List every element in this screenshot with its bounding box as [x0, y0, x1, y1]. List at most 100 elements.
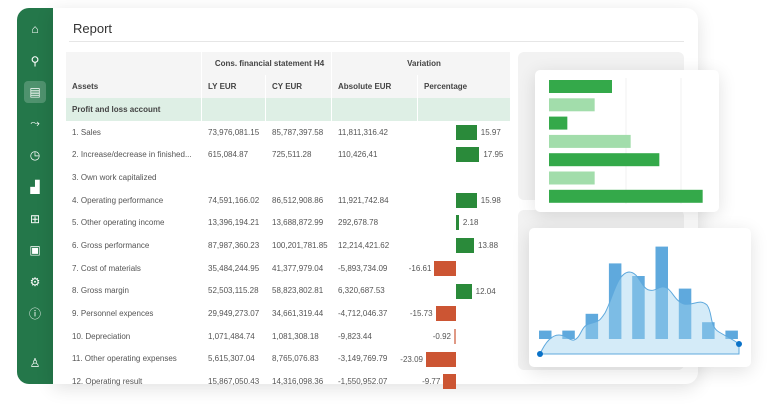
cell-name: 6. Gross performance [72, 240, 150, 250]
percentage-label: 12.04 [475, 286, 496, 296]
histogram-card [529, 228, 751, 367]
cell-cy: 34,661,319.44 [272, 309, 324, 319]
cell-abs [332, 166, 418, 189]
cell-abs: 292,678.78 [338, 218, 379, 228]
negative-bar [454, 328, 456, 344]
negative-bar [434, 260, 456, 276]
cell-name: 1. Sales [72, 127, 101, 137]
cell-ly: 74,591,166.02 [208, 195, 260, 205]
cell-percentage: 13.88 [418, 234, 511, 257]
chart-bar [549, 153, 660, 167]
info-icon[interactable]: ⓘ [28, 306, 41, 321]
table-row[interactable]: 12. Operating result 15,867,050.43 14,316,… [66, 370, 511, 393]
cell-ly: 1,071,484.74 [208, 331, 255, 341]
cell-ly: 15,867,050.43 [208, 377, 260, 387]
cell-ly: 73,976,081.15 [208, 127, 260, 137]
cell-abs: 110,426,41 [338, 150, 378, 160]
table-row[interactable]: 7. Cost of materials 35,484,244.95 41,377,… [66, 257, 511, 280]
column-header[interactable]: CY EUR [266, 75, 332, 98]
density-curve [539, 271, 740, 355]
cell-cy: 86,512,908.86 [272, 195, 324, 205]
header-blank [66, 52, 202, 75]
table-row[interactable]: 1. Sales 73,976,081.15 85,787,397.58 11,811… [66, 121, 511, 144]
cell-percentage: 17.95 [418, 143, 511, 166]
percentage-label: -0.92 [432, 331, 451, 341]
cell-abs: -9,823.44 [338, 331, 372, 341]
column-header[interactable]: Assets [66, 75, 202, 98]
cell-ly: 5,615,307.04 [208, 354, 255, 364]
cell-abs: 11,921,742.84 [338, 195, 389, 205]
cell-ly: 615,084.87 [208, 150, 249, 160]
histogram-chart [537, 246, 742, 357]
cell-name: 8. Gross margin [72, 286, 129, 296]
cell-percentage: -0.92 [418, 325, 511, 348]
percentage-label: -9.77 [422, 377, 441, 387]
percentage-label: 2.18 [462, 218, 479, 228]
clock-icon[interactable]: ◷ [29, 148, 41, 163]
book-icon[interactable]: ▣ [29, 243, 41, 258]
user-icon[interactable]: ♙ [29, 356, 41, 370]
percentage-label: 15.98 [480, 195, 501, 205]
cell-percentage [418, 166, 511, 189]
search-icon[interactable]: ⚲ [30, 53, 40, 68]
positive-bar [456, 215, 459, 231]
cell-ly: 13,396,194.21 [208, 218, 260, 228]
chart-bar [549, 171, 595, 185]
bar-chart-card [535, 70, 719, 212]
document-icon[interactable]: ▤ [24, 81, 46, 104]
histogram-bar [725, 330, 738, 339]
cell-name: 2. Increase/decrease in finished... [72, 150, 192, 160]
column-header[interactable]: LY EUR [202, 75, 266, 98]
cell-cy: 100,201,781.85 [272, 240, 328, 250]
cell-percentage: -9.77 [418, 370, 511, 393]
cell-abs: -5,893,734.09 [338, 263, 388, 273]
positive-bar [456, 124, 477, 140]
curve-endpoint[interactable] [736, 341, 742, 347]
positive-bar [456, 238, 475, 254]
table-row[interactable]: 4. Operating performance 74,591,166.02 86,… [66, 189, 511, 212]
percentage-label: 13.88 [478, 241, 499, 251]
horizontal-bar-chart [549, 78, 703, 204]
positive-bar [456, 147, 480, 163]
curve-endpoint[interactable] [537, 351, 543, 357]
page-title: Report [73, 21, 113, 36]
table-row[interactable]: 8. Gross margin 52,503,115.28 58,823,802.8… [66, 280, 511, 303]
file-add-icon[interactable]: ⊞ [29, 211, 41, 226]
column-header[interactable]: Percentage [418, 75, 511, 98]
settings-icon[interactable]: ⚙ [29, 274, 41, 289]
cell-percentage: -23.09 [400, 348, 511, 371]
report-table: Cons. financial statement H4 Variation A… [66, 52, 511, 393]
bar-chart-icon[interactable]: ▟ [30, 179, 40, 194]
cell-cy: 41,377,979.04 [272, 263, 324, 273]
table-row[interactable]: 5. Other operating income 13,396,194.21 13… [66, 211, 511, 234]
cell-ly: 52,503,115.28 [208, 286, 259, 296]
cell-abs: 6,320,687.53 [338, 286, 385, 296]
cell-percentage: 15.98 [418, 189, 511, 212]
group-row[interactable]: Profit and loss account [66, 98, 511, 121]
cell-cy [266, 166, 332, 189]
percentage-label: 17.95 [483, 150, 504, 160]
negative-bar [425, 351, 456, 367]
table-row[interactable]: 10. Depreciation 1,071,484.74 1,081,308.18… [66, 325, 511, 348]
network-icon[interactable]: ⤳ [30, 116, 40, 131]
positive-bar [456, 283, 472, 299]
header-cons: Cons. financial statement H4 [202, 52, 332, 75]
table-row[interactable]: 6. Gross performance 87,987,360.23 100,201… [66, 234, 511, 257]
table-row[interactable]: 9. Personnel expences 29,949,273.07 34,661… [66, 302, 511, 325]
cell-name: 5. Other operating income [72, 218, 165, 228]
table-row[interactable]: 11. Other operating expenses 5,615,307.04… [66, 348, 511, 371]
cell-cy: 8,765,076.83 [272, 354, 319, 364]
chart-bar [549, 80, 612, 93]
cell-percentage: 15.97 [418, 121, 511, 144]
cell-ly: 87,987,360.23 [208, 240, 260, 250]
cell-cy: 1,081,308.18 [272, 331, 319, 341]
table-row[interactable]: 3. Own work capitalized [66, 166, 511, 189]
histogram-bar [702, 322, 715, 339]
column-header[interactable]: Absolute EUR [332, 75, 418, 98]
positive-bar [456, 192, 477, 208]
cell-abs: -4,712,046.37 [338, 309, 388, 319]
home-icon[interactable]: ⌂ [31, 22, 39, 36]
cell-cy: 13,688,872.99 [272, 218, 324, 228]
table-row[interactable]: 2. Increase/decrease in finished... 615,0… [66, 143, 511, 166]
cell-ly [202, 166, 266, 189]
